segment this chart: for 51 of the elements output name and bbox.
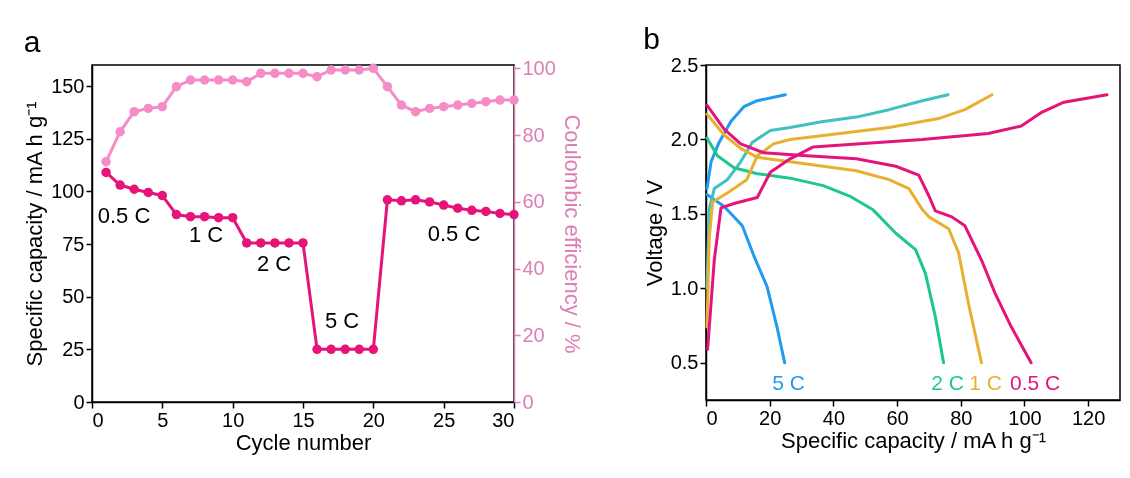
series-label: 0.5 C [1010, 370, 1061, 394]
y-tick-label: 0.5 [670, 351, 699, 374]
y-tick-label: 150 [51, 74, 85, 97]
y-axis-title: Voltage / V [641, 179, 667, 287]
x-tick-label: 60 [886, 406, 909, 429]
series-label: 5 C [772, 370, 805, 394]
y-tick-label: 1.0 [670, 276, 699, 299]
x-tick-label: 80 [950, 406, 973, 429]
y-tick-label: 25 [62, 337, 85, 360]
annotation: 0.5 C [97, 203, 151, 228]
x-tick-label: 20 [362, 408, 385, 431]
y-tick-label: 50 [62, 285, 85, 308]
line-series [705, 93, 787, 191]
x-axis-title: Specific capacity / mA h g⁻¹ [781, 427, 1046, 453]
series-label: 2 C [931, 370, 964, 394]
y-tick-label: 0 [73, 390, 85, 413]
annotation: 5 C [324, 308, 360, 333]
x-tick-label: 5 [157, 408, 169, 431]
y2-axis-title: Coulombic efficiency / % [559, 114, 585, 354]
annotation: 1 C [188, 222, 224, 247]
y2-tick-label: 60 [522, 190, 545, 213]
series-label: 1 C [969, 370, 1002, 394]
y-axis-title: Specific capacity / mA h g⁻¹ [22, 101, 48, 367]
x-tick-label: 40 [822, 406, 846, 429]
x-tick-label: 0 [92, 408, 104, 431]
x-axis-title: Cycle number [235, 429, 372, 455]
y2-tick-label: 80 [522, 123, 545, 146]
y-tick-label: 75 [62, 232, 85, 255]
y-tick-label: 100 [51, 179, 85, 202]
x-tick-label: 120 [1071, 406, 1106, 429]
y-tick-label: 1.5 [670, 202, 699, 225]
y2-tick-label: 40 [522, 257, 545, 280]
x-tick-label: 15 [292, 408, 315, 431]
line-series [705, 193, 787, 365]
y2-tick-label: 100 [522, 56, 556, 79]
line-series [705, 136, 946, 365]
x-tick-label: 30 [492, 408, 515, 431]
annotation: 2 C [256, 251, 292, 276]
x-tick-label: 0 [706, 406, 718, 429]
y2-tick-label: 0 [522, 390, 534, 413]
chart-title: b [643, 22, 660, 55]
annotation: 0.5 C [427, 221, 481, 246]
y-tick-label: 2.0 [670, 127, 699, 150]
y-tick-label: 2.5 [670, 53, 699, 76]
chart-title: a [23, 25, 41, 59]
y2-tick-label: 20 [522, 323, 545, 346]
x-tick-label: 25 [433, 408, 456, 431]
x-tick-label: 100 [1008, 406, 1042, 429]
x-tick-label: 20 [759, 406, 782, 429]
y-tick-label: 125 [51, 127, 85, 150]
x-tick-label: 10 [222, 408, 245, 431]
